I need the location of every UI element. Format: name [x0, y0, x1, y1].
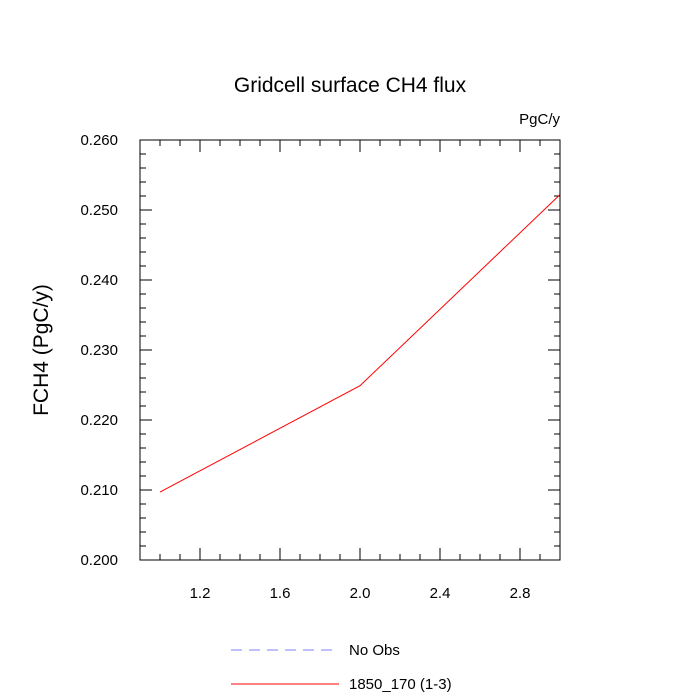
- plot-series: [159, 194, 561, 493]
- y-axis-label: FCH4 (PgC/y): [30, 284, 53, 416]
- y-tick-label: 0.220: [80, 412, 118, 429]
- x-tick-label: 2.0: [350, 585, 371, 602]
- tick-labels: 1.2 1.6 2.0 2.4 2.8 0.200 0.210 0.220 0.230 0.240…: [80, 132, 530, 602]
- y-tick-label: 0.250: [80, 202, 118, 219]
- y-tick-label: 0.240: [80, 272, 118, 289]
- x-tick-label: 1.2: [190, 585, 211, 602]
- legend-label: No Obs: [349, 642, 400, 659]
- y-tick-label: 0.230: [80, 342, 118, 359]
- x-tick-label: 2.8: [510, 585, 531, 602]
- series-line: [159, 194, 561, 493]
- y-tick-label: 0.210: [80, 482, 118, 499]
- x-tick-label: 2.4: [430, 585, 451, 602]
- chart-title: Gridcell surface CH4 flux: [234, 74, 467, 97]
- y-tick-label: 0.260: [80, 132, 118, 149]
- axis-ticks: [139, 139, 561, 561]
- x-tick-label: 1.6: [270, 585, 291, 602]
- legend: No Obs 1850_170 (1-3): [231, 642, 452, 693]
- y-tick-label: 0.200: [80, 552, 118, 569]
- plot-frame: [139, 139, 561, 561]
- legend-label: 1850_170 (1-3): [349, 676, 452, 693]
- units-label: PgC/y: [519, 111, 560, 128]
